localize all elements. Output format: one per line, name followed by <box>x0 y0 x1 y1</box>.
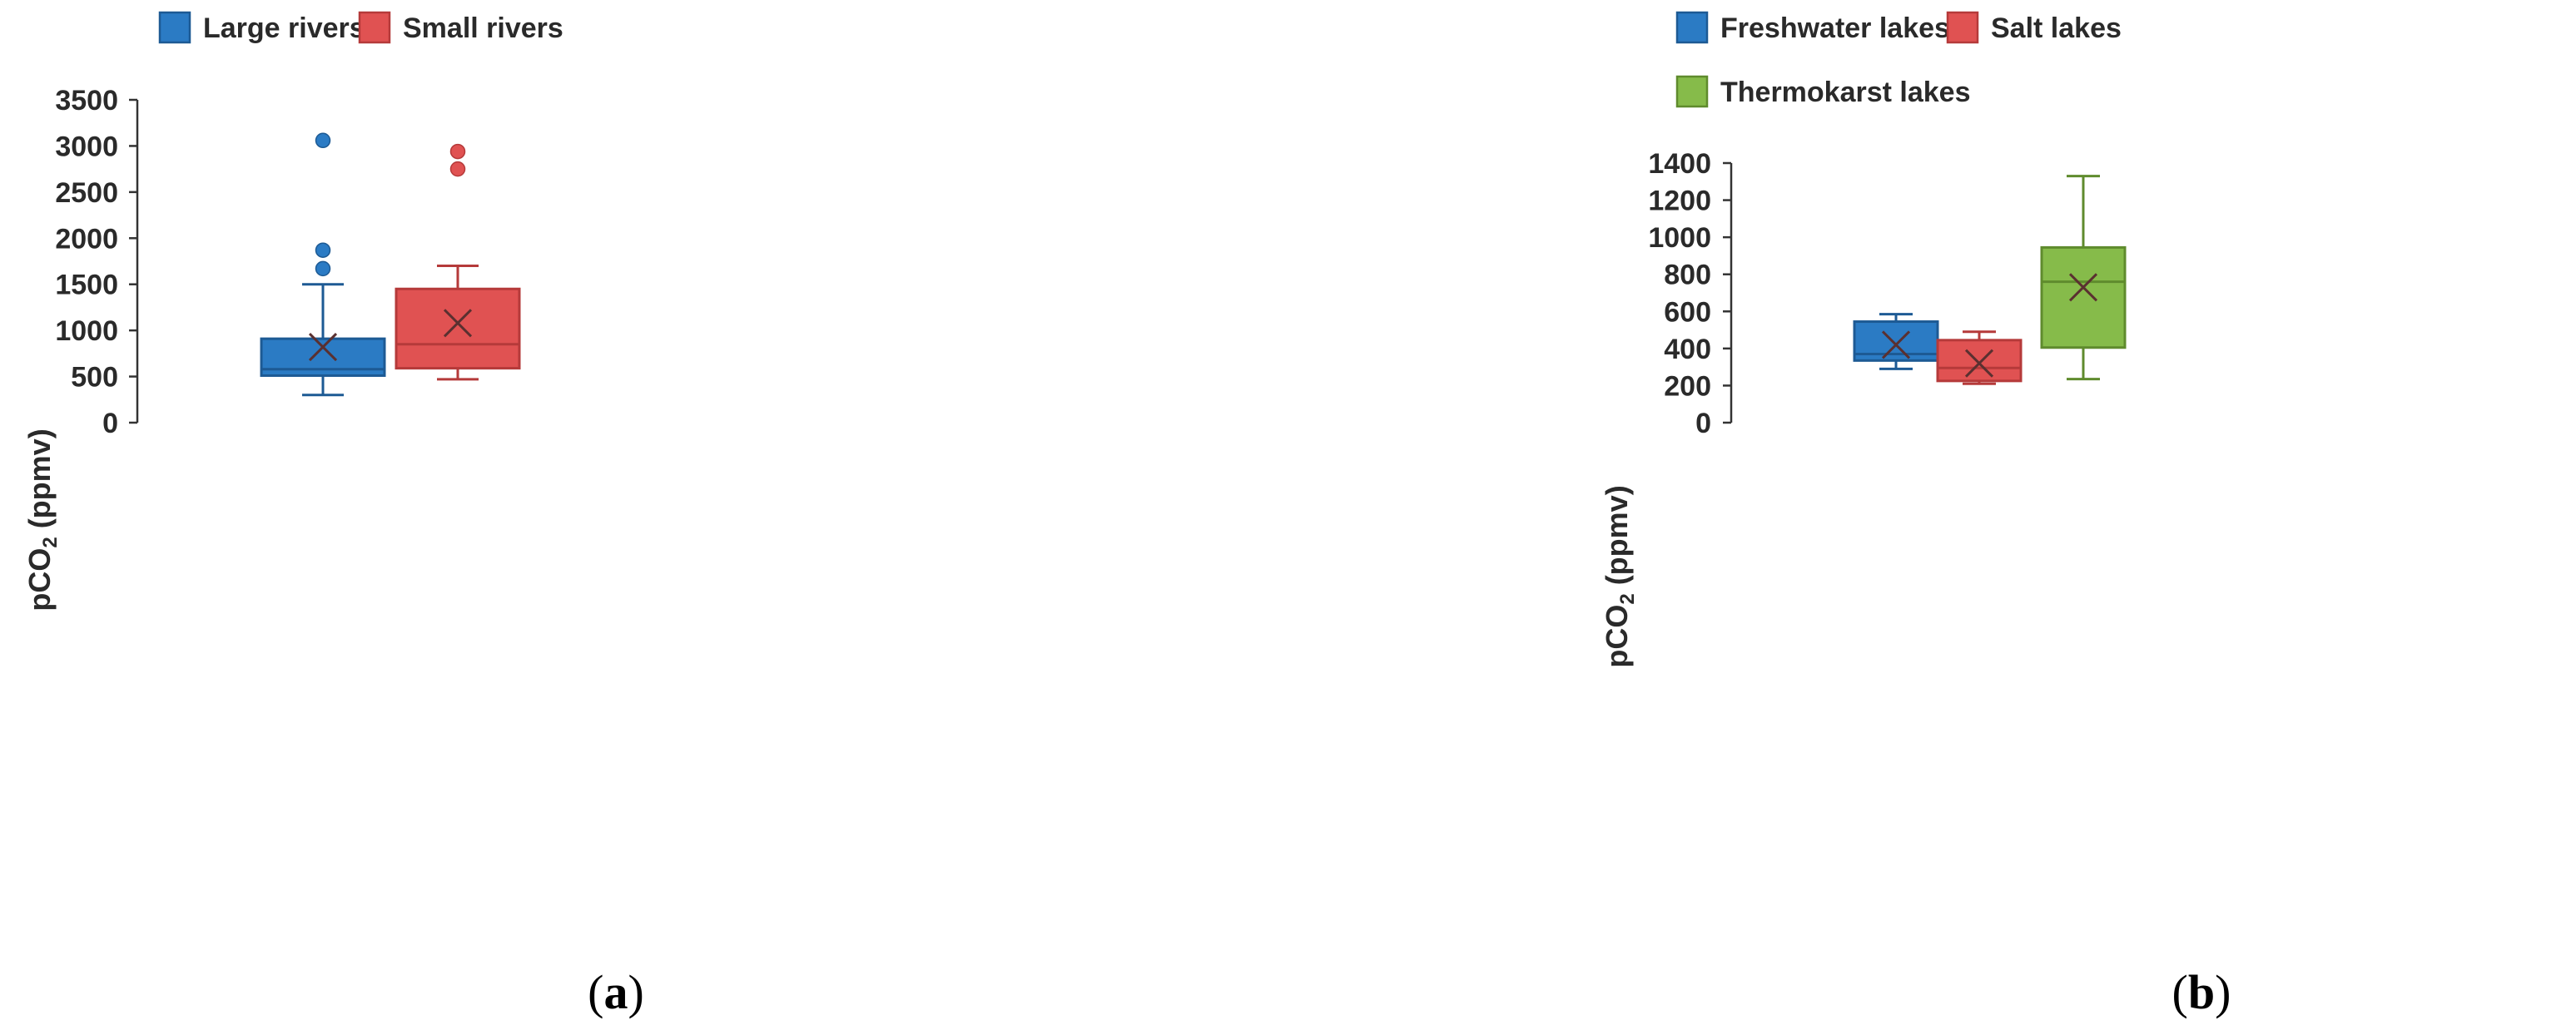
legend-swatch <box>1675 75 1709 108</box>
y-tick-label: 2500 <box>55 177 118 209</box>
box-series <box>395 143 521 381</box>
panel-label-letter: b <box>2188 965 2215 1019</box>
legend-label: Freshwater lakes <box>1720 12 1950 44</box>
panel-label-a: (a) <box>588 965 644 1019</box>
legend-swatch <box>1675 11 1709 44</box>
box-iqr <box>1936 339 2023 383</box>
outlier-point <box>449 161 466 177</box>
mean-marker <box>308 333 338 362</box>
box-series <box>1936 330 2023 385</box>
box-iqr <box>395 287 521 370</box>
y-tick-label: 1200 <box>1648 186 1711 217</box>
mean-marker <box>1881 330 1911 359</box>
box-iqr <box>2040 245 2127 349</box>
y-tick-label: 1000 <box>1648 222 1711 254</box>
y-axis-title-b: pCO2 (ppmv) <box>1600 485 1639 667</box>
legend-label: Small rivers <box>403 12 563 44</box>
box-series <box>1853 313 1939 370</box>
mean-marker <box>1964 349 1994 378</box>
panel-label-b: (b) <box>2172 965 2231 1019</box>
box-series <box>260 132 386 397</box>
y-tick-label: 3500 <box>55 85 118 116</box>
panel-a: 0 500 1000 1500 2000 2500 3000 3500 Large rivers… <box>55 11 563 439</box>
panel-label-open: ( <box>588 965 603 1019</box>
y-axis-title-a: pCO2 (ppmv) <box>22 428 62 611</box>
outlier-point <box>449 143 466 160</box>
y-tick-label: 2000 <box>55 223 118 255</box>
outlier-point <box>315 132 331 149</box>
y-axis-title-subscript: 2 <box>39 537 62 547</box>
mean-marker <box>443 309 473 338</box>
legend-label: Salt lakes <box>1991 12 2122 44</box>
y-tick-label: 600 <box>1664 296 1711 328</box>
legend-swatch <box>358 11 391 44</box>
y-axis-title-main: pCO <box>1600 605 1634 668</box>
y-tick-label: 1000 <box>55 315 118 347</box>
outlier-point <box>315 242 331 258</box>
legend-label: Large rivers <box>203 12 365 44</box>
y-tick-label: 500 <box>71 362 118 394</box>
outlier-point <box>315 260 331 277</box>
legend-label: Thermokarst lakes <box>1720 77 1971 108</box>
y-tick-label: 1400 <box>1648 148 1711 180</box>
panel-label-open: ( <box>2172 965 2188 1019</box>
legend-swatch <box>1946 11 1979 44</box>
y-axis-title-unit: (ppmv) <box>22 428 57 537</box>
y-tick-label: 1500 <box>55 270 118 301</box>
y-tick-label: 400 <box>1664 334 1711 365</box>
y-tick-label: 3000 <box>55 131 118 162</box>
y-tick-label: 800 <box>1664 260 1711 291</box>
panel-b: 0 200 400 600 800 1000 1200 1400 Freshwater lake… <box>1648 11 2127 439</box>
panel-label-close: ) <box>2215 965 2231 1019</box>
y-tick-label: 0 <box>1695 408 1711 439</box>
panel-label-close: ) <box>628 965 644 1019</box>
y-tick-label: 200 <box>1664 370 1711 402</box>
y-axis-title-main: pCO <box>22 548 57 612</box>
legend-swatch <box>158 11 191 44</box>
y-axis-title-unit: (ppmv) <box>1600 485 1634 593</box>
y-axis-title-subscript: 2 <box>1616 593 1639 604</box>
box-series <box>2040 175 2127 381</box>
panel-label-letter: a <box>604 965 628 1019</box>
mean-marker <box>2068 273 2098 302</box>
y-tick-label: 0 <box>102 408 118 439</box>
